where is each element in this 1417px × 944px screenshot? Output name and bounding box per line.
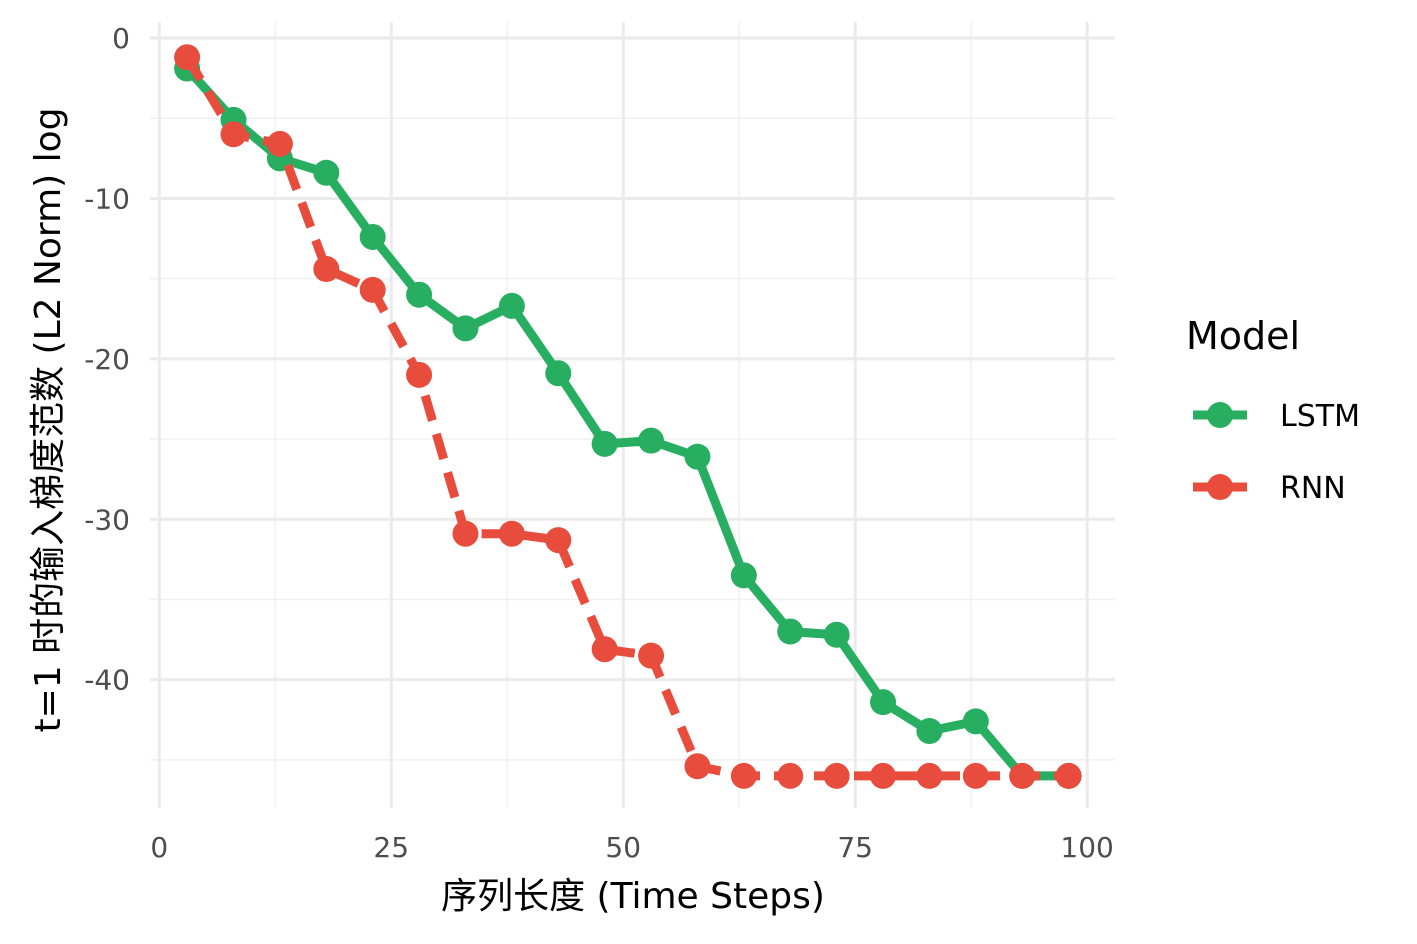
y-axis-title: t=1 时的输入梯度范数 (L2 Norm) log [28, 107, 69, 732]
lstm-point [730, 562, 757, 589]
lstm-point [916, 718, 943, 745]
lstm-point [359, 223, 386, 250]
rnn-point [1009, 762, 1036, 789]
major-gridlines [150, 22, 1115, 808]
y-tick-label: 0 [112, 22, 130, 55]
x-tick-label: 25 [373, 831, 409, 864]
minor-gridlines [150, 22, 1115, 808]
lstm-point [498, 292, 525, 319]
x-axis-title: 序列长度 (Time Steps) [441, 876, 825, 917]
legend-rnn-marker [1207, 474, 1233, 500]
x-tick-label: 100 [1060, 831, 1113, 864]
rnn-point [962, 762, 989, 789]
rnn-point [638, 642, 665, 669]
rnn-point [730, 762, 757, 789]
rnn-point [916, 762, 943, 789]
rnn-point [870, 762, 897, 789]
legend: Model LSTM RNN [1186, 314, 1360, 506]
rnn-point [684, 753, 711, 780]
lstm-point [591, 430, 618, 457]
rnn-point [1055, 762, 1082, 789]
y-tick-label: -20 [84, 343, 130, 376]
rnn-point [266, 130, 293, 157]
rnn-series-line [183, 54, 1069, 781]
legend-lstm-marker [1207, 402, 1233, 428]
rnn-point [823, 762, 850, 789]
lstm-point [452, 315, 479, 342]
x-tick-label: 75 [837, 831, 873, 864]
lstm-point [545, 360, 572, 387]
rnn-point [174, 44, 201, 71]
rnn-point [591, 636, 618, 663]
legend-lstm-label: LSTM [1280, 399, 1360, 434]
lstm-point [870, 689, 897, 716]
lstm-point [823, 621, 850, 648]
rnn-point [313, 256, 340, 283]
rnn-point [359, 276, 386, 303]
legend-title: Model [1186, 314, 1300, 358]
lstm-point [313, 159, 340, 186]
rnn-point [777, 762, 804, 789]
lstm-point [962, 708, 989, 735]
series-layer [174, 44, 1082, 789]
tick-labels: 0 25 50 75 100 0 -10 -20 -30 -40 [84, 22, 1114, 864]
legend-rnn-label: RNN [1280, 471, 1346, 506]
y-tick-label: -40 [84, 664, 130, 697]
rnn-point [220, 121, 247, 148]
rnn-point [452, 520, 479, 547]
rnn-point [406, 361, 433, 388]
rnn-point [545, 527, 572, 554]
x-tick-label: 50 [605, 831, 641, 864]
lstm-point [684, 443, 711, 470]
rnn-point [498, 520, 525, 547]
lstm-point [777, 618, 804, 645]
x-tick-label: 0 [150, 831, 168, 864]
y-tick-label: -30 [84, 503, 130, 536]
lstm-point [638, 427, 665, 454]
y-tick-label: -10 [84, 182, 130, 215]
legend-items: LSTM RNN [1193, 399, 1360, 506]
lstm-point [406, 281, 433, 308]
